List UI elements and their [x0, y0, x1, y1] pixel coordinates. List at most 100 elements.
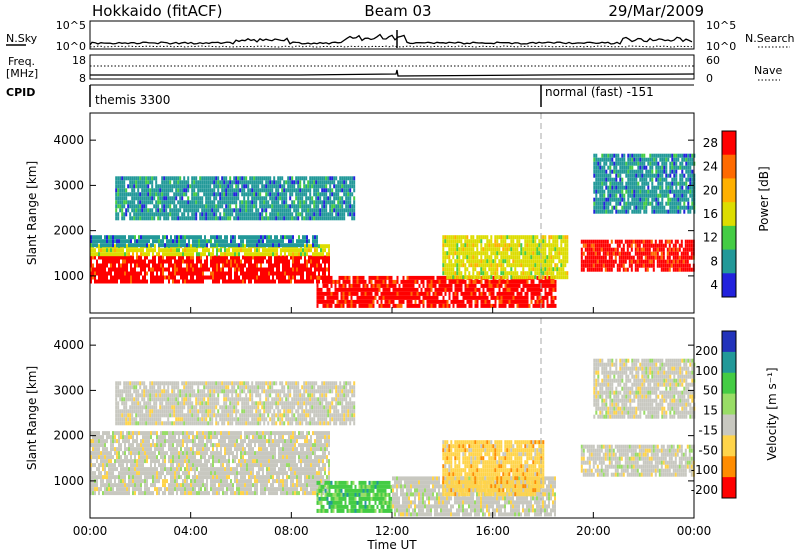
freq-panel-label-line1: Freq. — [8, 55, 35, 68]
velocity-colorbar-tick: 15 — [703, 404, 718, 418]
freq-panel-frame — [89, 54, 695, 80]
power-ytick-label: 2000 — [53, 224, 84, 238]
freq-panel: Freq. [MHz] 18 8 60 0 Nave — [6, 54, 782, 85]
velocity-colorbar-swatch — [722, 435, 736, 457]
velocity-y-label: Slant Range [km] — [25, 366, 39, 470]
power-ytick-label: 3000 — [53, 178, 84, 192]
velocity-region — [593, 358, 696, 419]
noise-panel-frame — [89, 20, 695, 50]
power-colorbar-tick: 12 — [703, 231, 718, 245]
header-station: Hokkaido (fitACF) — [92, 2, 223, 20]
power-colorbar-tick: 20 — [703, 183, 718, 197]
freq-panel-label-line2: [MHz] — [6, 67, 38, 80]
velocity-colorbar-swatch — [722, 351, 736, 374]
noise-right-tick-top: 10^5 — [706, 19, 736, 32]
velocity-ytick-label: 1000 — [53, 474, 84, 488]
noise-sky-trace — [89, 33, 693, 46]
velocity-y-axis: 1000 2000 3000 4000 — [53, 338, 694, 488]
velocity-colorbar-swatch — [722, 393, 736, 415]
velocity-region — [580, 444, 695, 477]
freq-right-tick-bottom: 0 — [706, 72, 713, 85]
velocity-colorbar-swatch — [722, 372, 736, 395]
x-tick-label: 16:00 — [475, 524, 510, 538]
power-region — [90, 255, 330, 284]
noise-left-tick-bottom: 10^0 — [56, 40, 86, 53]
noise-panel-label: N.Sky — [6, 32, 38, 45]
freq-left-tick-top: 18 — [72, 54, 86, 67]
power-y-axis: 1000 2000 3000 4000 — [53, 133, 694, 283]
x-tick-label: 00:00 — [677, 524, 712, 538]
velocity-colorbar-tick: -50 — [698, 443, 718, 457]
power-panel: 1000 2000 3000 4000 Slant Range [km] 28 24 20… — [25, 112, 771, 314]
power-colorbar-frame — [721, 130, 737, 298]
velocity-ytick-label: 3000 — [53, 383, 84, 397]
power-colorbar-tick: 16 — [703, 207, 718, 221]
freq-panel-right-label: Nave — [754, 64, 782, 77]
velocity-colorbar-swatch — [722, 331, 736, 353]
velocity-colorbar-tick: 200 — [695, 344, 718, 358]
velocity-region — [90, 431, 330, 496]
power-colorbar-swatch — [722, 249, 736, 274]
velocity-colorbar-swatch — [722, 477, 736, 499]
power-region — [115, 176, 356, 221]
freq-trace — [90, 69, 695, 77]
power-colorbar-tick: 4 — [710, 278, 718, 292]
freq-left-tick-bottom: 8 — [79, 72, 86, 85]
velocity-region — [442, 440, 545, 497]
power-ytick-label: 4000 — [53, 133, 84, 147]
velocity-region — [316, 480, 393, 513]
velocity-colorbar-tick: 100 — [695, 364, 718, 378]
velocity-colorbar-swatch — [722, 414, 736, 436]
power-colorbar-tick: 24 — [703, 160, 718, 174]
velocity-colorbar-frame — [721, 330, 737, 499]
velocity-colorbar-label: Velocity [m s⁻¹] — [765, 367, 779, 460]
power-ytick-label: 1000 — [53, 269, 84, 283]
x-tick-label: 20:00 — [576, 524, 611, 538]
velocity-region — [115, 381, 356, 426]
power-y-label: Slant Range [km] — [25, 161, 39, 265]
velocity-colorbar-tick: -200 — [691, 483, 718, 497]
power-colorbar: 28 24 20 16 12 8 4 — [703, 130, 737, 298]
x-tick-label: 00:00 — [73, 524, 108, 538]
freq-right-tick-top: 60 — [706, 54, 720, 67]
power-colorbar-label: Power [dB] — [757, 166, 771, 231]
velocity-ytick-label: 4000 — [53, 338, 84, 352]
power-region — [316, 275, 557, 308]
velocity-colorbar-tick: -100 — [691, 463, 718, 477]
cpid-mode-0: themis 3300 — [95, 93, 170, 107]
power-colorbar-swatch — [722, 273, 736, 298]
x-tick-label: 12:00 — [375, 524, 410, 538]
velocity-colorbar: 200 100 50 15 -15 -50 -100 -200 — [691, 330, 737, 499]
noise-right-tick-bottom: 10^0 — [706, 40, 736, 53]
power-heatmap — [90, 153, 696, 308]
header-beam: Beam 03 — [364, 2, 431, 20]
power-colorbar-swatch — [722, 154, 736, 179]
power-colorbar-tick: 8 — [710, 254, 718, 268]
velocity-ytick-label: 2000 — [53, 429, 84, 443]
noise-panel-right-label: N.Search — [745, 32, 795, 45]
power-colorbar-swatch — [722, 202, 736, 227]
velocity-colorbar-tick: -15 — [698, 423, 718, 437]
power-region — [90, 235, 318, 248]
time-axis: 00:00 04:00 08:00 12:00 16:00 20:00 00:00 — [73, 307, 712, 538]
cpid-panel-label: CPID — [6, 86, 35, 99]
x-tick-label: 08:00 — [274, 524, 309, 538]
power-region — [593, 153, 696, 214]
velocity-colorbar-tick: 50 — [703, 384, 718, 398]
noise-left-tick-top: 10^5 — [56, 19, 86, 32]
velocity-heatmap — [90, 358, 696, 517]
x-axis-label: Time UT — [366, 538, 417, 552]
power-region — [442, 235, 569, 280]
power-colorbar-swatch — [722, 131, 736, 156]
power-colorbar-swatch — [722, 178, 736, 203]
x-tick-label: 04:00 — [173, 524, 208, 538]
power-colorbar-tick: 28 — [703, 136, 718, 150]
velocity-colorbar-swatch — [722, 456, 736, 478]
cpid-mode-1: normal (fast) -151 — [545, 85, 654, 99]
power-colorbar-swatch — [722, 225, 736, 251]
power-region — [580, 239, 695, 272]
noise-search-trace — [89, 45, 693, 48]
noise-panel: N.Sky 10^5 10^0 10^5 10^0 N.Search — [6, 19, 795, 53]
